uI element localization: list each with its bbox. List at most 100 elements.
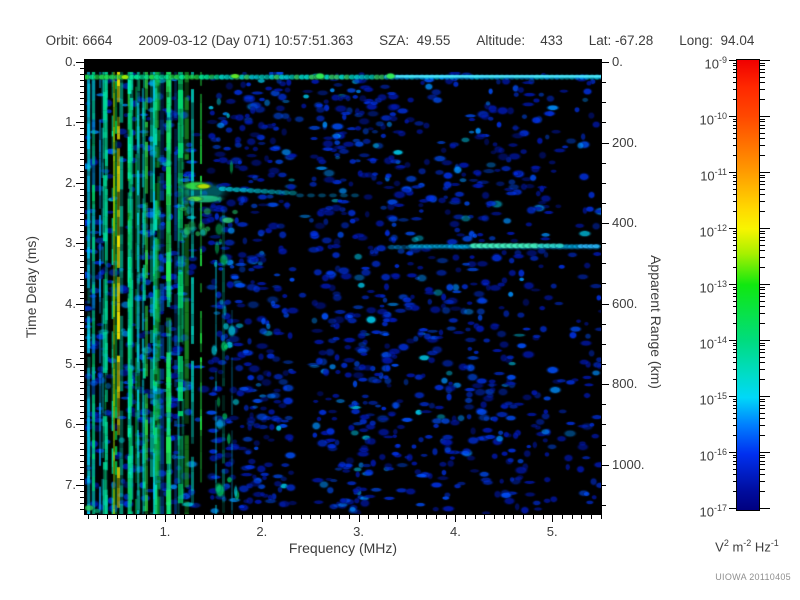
colorbar-major-tick	[760, 228, 770, 229]
time-delay-minor-tick	[80, 86, 84, 88]
colorbar-gradient	[737, 60, 759, 510]
x-axis-minor-tick	[271, 515, 273, 519]
colorbar-minor-tick	[760, 128, 765, 130]
time-delay-minor-tick	[80, 152, 84, 154]
colorbar-minor-tick	[733, 460, 737, 462]
colorbar-minor-tick	[760, 292, 765, 294]
x-axis-minor-tick	[232, 515, 234, 519]
colorbar-minor-tick	[733, 481, 737, 483]
colorbar-major-tick	[729, 284, 737, 285]
header-field: SZA: 49.55	[379, 33, 451, 48]
colorbar-minor-tick	[760, 211, 765, 213]
x-axis-minor-tick	[407, 515, 408, 519]
time-delay-minor-tick	[80, 496, 84, 498]
time-delay-minor-tick	[80, 80, 84, 82]
time-delay-minor-tick	[80, 116, 84, 118]
colorbar-minor-tick	[733, 418, 737, 420]
colorbar-minor-tick	[760, 118, 765, 120]
x-axis-minor-tick	[377, 515, 379, 519]
colorbar-minor-tick	[733, 379, 737, 381]
colorbar-minor-tick	[760, 342, 765, 344]
colorbar-minor-tick	[733, 121, 737, 123]
x-axis-major-tick	[552, 515, 554, 522]
apparent-range-minor-tick	[602, 263, 606, 265]
time-delay-minor-tick	[80, 104, 84, 106]
x-axis-minor-tick	[126, 515, 128, 519]
apparent-range-minor-tick	[602, 82, 606, 84]
x-axis-major-tick	[165, 515, 166, 522]
colorbar-minor-tick	[760, 481, 765, 483]
colorbar-unit-label: V2 m-2 Hz-1	[715, 538, 779, 555]
colorbar-minor-tick	[760, 313, 765, 315]
colorbar-tick-label: 10-15	[699, 391, 727, 408]
colorbar-minor-tick	[760, 68, 765, 70]
colorbar-minor-tick	[733, 155, 737, 157]
colorbar-minor-tick	[760, 65, 765, 67]
colorbar-major-tick	[760, 452, 770, 453]
colorbar-major-tick	[729, 396, 737, 397]
x-axis-minor-tick	[194, 515, 196, 519]
colorbar-minor-tick	[760, 62, 765, 64]
x-axis-minor-tick	[513, 515, 515, 519]
colorbar-minor-tick	[760, 362, 765, 364]
time-delay-minor-tick	[80, 68, 84, 70]
colorbar-minor-tick	[733, 296, 737, 298]
colorbar-minor-tick	[733, 132, 737, 134]
time-delay-minor-tick	[80, 351, 84, 353]
time-delay-minor-tick	[80, 231, 84, 233]
colorbar-minor-tick	[733, 230, 737, 232]
colorbar-major-tick	[760, 116, 770, 117]
time-delay-minor-tick	[80, 297, 84, 299]
time-delay-tick-label: 6.	[65, 416, 76, 432]
colorbar-minor-tick	[760, 356, 765, 358]
apparent-range-tick-label: 800.	[612, 376, 638, 392]
time-delay-minor-tick	[80, 376, 84, 378]
colorbar-minor-tick	[733, 356, 737, 358]
colorbar-minor-tick	[760, 121, 765, 123]
time-delay-minor-tick	[80, 291, 84, 293]
colorbar-minor-tick	[733, 412, 737, 414]
time-delay-minor-tick	[80, 249, 84, 251]
plot-frame	[84, 59, 602, 515]
colorbar-minor-tick	[733, 138, 737, 140]
x-axis-minor-tick	[116, 515, 118, 519]
colorbar-minor-tick	[760, 257, 765, 259]
x-axis-minor-tick	[242, 515, 244, 519]
colorbar-minor-tick	[760, 352, 765, 354]
colorbar-minor-tick	[760, 244, 765, 246]
x-axis-minor-tick	[561, 515, 563, 519]
colorbar-minor-tick	[760, 412, 765, 414]
colorbar-major-tick	[760, 284, 770, 285]
x-axis-minor-tick	[203, 515, 205, 519]
x-axis-minor-tick	[494, 515, 496, 519]
colorbar-minor-tick	[760, 236, 765, 238]
colorbar-minor-tick	[760, 348, 765, 350]
colorbar-minor-tick	[733, 184, 737, 186]
time-delay-minor-tick	[80, 309, 84, 311]
colorbar-minor-tick	[733, 124, 737, 126]
time-delay-minor-tick	[80, 478, 84, 480]
x-axis-minor-tick	[581, 515, 583, 519]
colorbar-tick-label: 10-17	[699, 503, 727, 520]
x-axis-minor-tick	[387, 515, 389, 519]
colorbar-minor-tick	[760, 398, 765, 400]
apparent-range-minor-tick	[602, 182, 606, 184]
header-field: Lat: -67.28	[588, 33, 654, 48]
colorbar-minor-tick	[733, 369, 737, 371]
apparent-range-minor-tick	[602, 404, 606, 406]
time-delay-minor-tick	[80, 261, 84, 263]
x-axis-minor-tick	[348, 515, 350, 519]
colorbar-minor-tick	[733, 240, 737, 242]
time-delay-minor-tick	[80, 394, 84, 396]
colorbar-minor-tick	[733, 306, 737, 308]
time-delay-minor-tick	[80, 357, 84, 359]
colorbar-minor-tick	[760, 468, 765, 470]
colorbar-major-tick	[729, 452, 737, 453]
x-axis-minor-tick	[523, 515, 525, 519]
apparent-range-tick-label: 200.	[612, 134, 638, 150]
colorbar-minor-tick	[733, 211, 737, 213]
colorbar-tick-label: 10-14	[699, 335, 727, 352]
colorbar-minor-tick	[760, 404, 765, 406]
colorbar-tick-label: 10-10	[699, 111, 727, 128]
